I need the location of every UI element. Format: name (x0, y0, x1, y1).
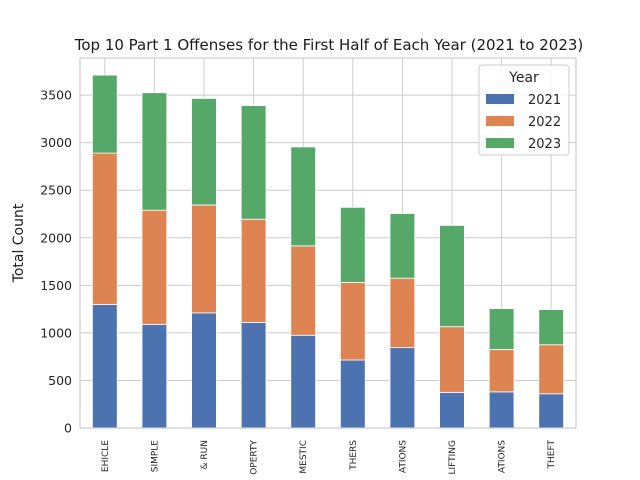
x-tick-label: & RUN (200, 440, 210, 469)
bar-segment (141, 92, 168, 211)
legend-items: 2021 2022 2023 (486, 93, 561, 152)
legend-label: 2022 (528, 115, 561, 130)
bar-segment (290, 334, 316, 429)
y-tick-label: 1500 (40, 278, 72, 293)
bar-segment (141, 323, 168, 429)
bar-segment (92, 152, 118, 305)
bar-segment (439, 391, 465, 429)
y-tick-label: 3000 (40, 135, 72, 150)
x-tick-label: ATIONS (398, 440, 408, 473)
bar-segment (439, 326, 465, 393)
x-tick-label: LIFTING (448, 440, 458, 475)
legend-swatch (486, 138, 514, 148)
y-tick-label: 0 (64, 421, 72, 436)
y-tick-label: 1000 (40, 325, 72, 340)
x-tick-label: SIMPLE (150, 440, 160, 473)
legend: Year 2021 2022 2023 (478, 64, 570, 156)
bar-segment (141, 209, 168, 325)
y-tick-label: 500 (48, 373, 72, 388)
legend-box (478, 64, 570, 156)
x-tick-labels: EHICLE SIMPLE & RUN OPERTY MESTIC THERS ATIONS… (101, 439, 557, 474)
bar-segment (439, 225, 465, 328)
y-tick-labels: 0 500 1000 1500 2000 2500 3000 3500 (40, 88, 72, 436)
bar-segment (191, 98, 217, 206)
bar-segment (389, 347, 416, 429)
bar-segment (538, 393, 564, 429)
bar-segment (488, 349, 515, 393)
bar-segment (240, 218, 267, 323)
bar-segment (290, 245, 316, 336)
bar-segment (240, 322, 267, 429)
legend-swatch (486, 116, 514, 126)
bar-segment (240, 105, 267, 220)
x-tick-label: OPERTY (250, 440, 260, 475)
bar-segment (92, 303, 118, 429)
chart-title: Top 10 Part 1 Offenses for the First Hal… (74, 36, 584, 54)
bar-segment (339, 359, 366, 429)
bar-segment (538, 344, 564, 395)
x-tick-label: EHICLE (101, 440, 111, 472)
y-tick-label: 2000 (40, 230, 72, 245)
bar-segment (339, 282, 366, 361)
y-tick-label: 2500 (40, 183, 72, 198)
bar-segment (191, 312, 217, 429)
bar-segment (538, 309, 564, 346)
y-axis-label: Total Count (11, 203, 27, 283)
legend-label: 2023 (528, 137, 561, 152)
plot-frame (79, 57, 577, 429)
bar-segment (389, 277, 416, 349)
bar-segment (290, 146, 316, 247)
bar-segment (488, 308, 515, 350)
x-tick-label: MESTIC (299, 440, 309, 474)
x-tick-label: THEFT (547, 439, 557, 469)
legend-title: Year (508, 70, 539, 86)
bar-segment (191, 204, 217, 314)
bar-segment (92, 74, 118, 154)
bar-segment (389, 213, 416, 279)
y-tick-label: 3500 (40, 88, 72, 103)
bar-segment (339, 206, 366, 283)
legend-label: 2021 (528, 93, 561, 108)
bars (92, 74, 564, 429)
x-tick-label: ATIONS (498, 440, 508, 473)
x-tick-label: THERS (349, 440, 359, 471)
bar-segment (488, 391, 515, 429)
legend-swatch (486, 94, 514, 104)
